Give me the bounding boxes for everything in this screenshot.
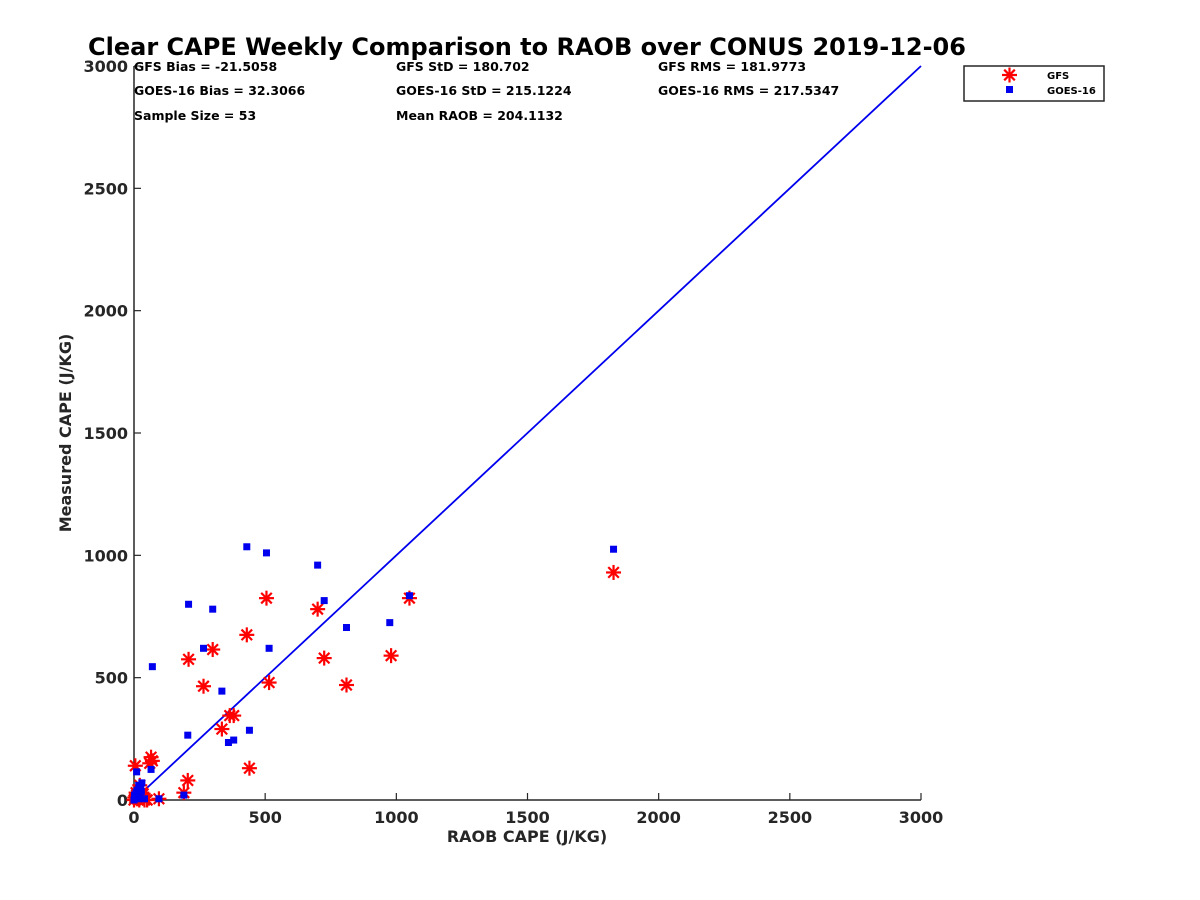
y-tick-label: 3000: [83, 57, 128, 76]
y-tick-label: 500: [95, 669, 128, 688]
data-points: [126, 543, 622, 808]
x-tick-label: 1500: [505, 808, 550, 827]
goes-16-point: [610, 545, 618, 553]
gfs-point: [196, 678, 212, 694]
y-ticks: 0 500 1000 1500 2000 2500 3000: [83, 57, 141, 810]
goes-16-point: [147, 765, 155, 773]
goes-16-point: [136, 792, 144, 800]
goes-16-point: [224, 739, 232, 747]
goes-16-point: [140, 795, 148, 803]
gfs-point: [258, 590, 274, 606]
chart-title: Clear CAPE Weekly Comparison to RAOB ove…: [88, 33, 966, 61]
goes-16-point: [245, 726, 253, 734]
x-tick-label: 2500: [768, 808, 813, 827]
x-tick-label: 0: [128, 808, 139, 827]
gfs-point: [226, 708, 242, 724]
legend-gfs-marker: [1002, 67, 1017, 83]
goes-16-point: [184, 731, 192, 739]
x-ticks: 0 500 1000 1500 2000 2500 3000: [128, 793, 943, 827]
goes-16-point: [209, 605, 217, 613]
legend-goes-marker: [1006, 86, 1013, 93]
goes-16-point: [133, 768, 141, 776]
y-tick-label: 1000: [83, 546, 128, 565]
gfs-point: [310, 601, 326, 617]
gfs-point: [241, 760, 257, 776]
gfs-point: [261, 675, 277, 691]
gfs-point: [239, 627, 255, 643]
gfs-point: [338, 677, 354, 693]
y-tick-label: 2500: [83, 179, 128, 198]
stat-gfs-std: GFS StD = 180.702: [396, 59, 530, 74]
goes-16-point: [342, 624, 350, 632]
gfs-point: [383, 648, 399, 664]
goes-16-point: [137, 784, 145, 792]
stat-goes-bias: GOES-16 Bias = 32.3066: [134, 83, 305, 98]
y-tick-label: 2000: [83, 302, 128, 321]
y-axis-label: Measured CAPE (J/KG): [56, 334, 75, 533]
legend-goes-label: GOES-16: [1047, 86, 1096, 97]
y-tick-label: 1500: [83, 424, 128, 443]
goes-16-point: [155, 795, 163, 803]
stat-sample-size: Sample Size = 53: [134, 108, 256, 123]
gfs-point: [180, 772, 196, 788]
legend-gfs-asterisk: [1002, 67, 1017, 83]
goes-16-point: [230, 736, 238, 744]
goes-16-point: [243, 543, 251, 551]
goes-16-point: [262, 549, 270, 557]
goes-16-point: [200, 644, 208, 652]
goes-16-point: [265, 644, 273, 652]
x-tick-label: 1000: [374, 808, 419, 827]
x-tick-label: 500: [248, 808, 281, 827]
goes-16-point: [137, 787, 145, 795]
gfs-point: [316, 650, 332, 666]
x-tick-label: 3000: [899, 808, 944, 827]
stats-block: GFS Bias = -21.5058 GFS StD = 180.702 GF…: [134, 59, 839, 123]
gfs-point: [606, 564, 622, 580]
goes-16-point: [386, 619, 394, 627]
goes-16-point: [218, 687, 226, 695]
legend-gfs-label: GFS: [1047, 71, 1069, 82]
legend: GFS GOES-16: [963, 65, 1105, 102]
goes-16-point: [405, 592, 413, 600]
one-to-one-line: [133, 65, 922, 801]
gfs-point: [205, 642, 221, 658]
stat-goes-std: GOES-16 StD = 215.1224: [396, 83, 572, 98]
goes-16-point: [180, 791, 188, 799]
gfs-point: [214, 721, 230, 737]
goes-16-point: [320, 597, 328, 605]
stat-gfs-rms: GFS RMS = 181.9773: [658, 59, 806, 74]
goes-16-point: [148, 663, 156, 671]
stat-mean-raob: Mean RAOB = 204.1132: [396, 108, 563, 123]
legend-box: [963, 65, 1105, 102]
y-tick-label: 0: [117, 791, 128, 810]
gfs-point: [181, 651, 197, 667]
goes-16-point: [138, 779, 146, 787]
gfs-point: [144, 753, 160, 769]
goes-16-point: [314, 561, 322, 569]
x-axis-label: RAOB CAPE (J/KG): [447, 827, 607, 846]
goes-16-point: [185, 600, 193, 608]
x-tick-label: 2000: [636, 808, 681, 827]
stat-goes-rms: GOES-16 RMS = 217.5347: [658, 83, 839, 98]
stat-gfs-bias: GFS Bias = -21.5058: [134, 59, 277, 74]
